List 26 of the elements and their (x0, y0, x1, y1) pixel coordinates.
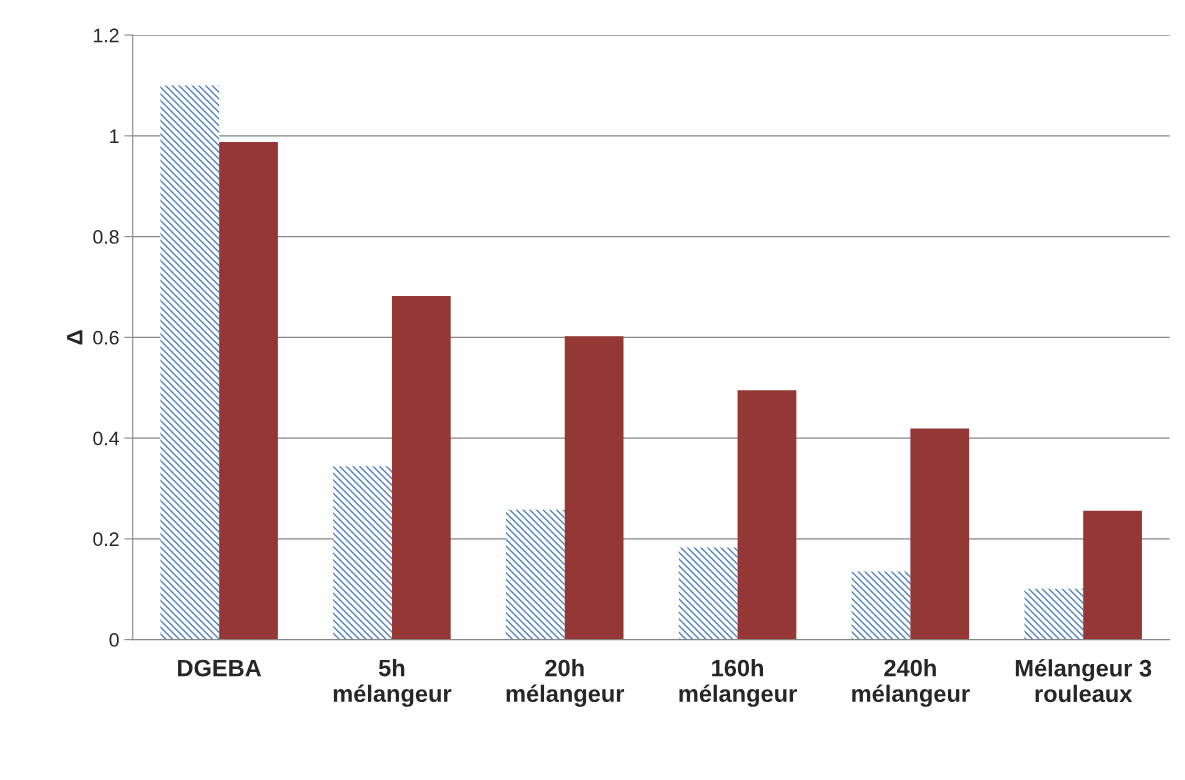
bar (851, 571, 911, 640)
x-tick-label: Mélangeur 3 rouleaux (1015, 659, 1152, 703)
bar (1024, 588, 1084, 640)
y-tick-label: 0.8 (93, 230, 119, 244)
bar (564, 336, 624, 640)
x-tick-label: 160h mélangeur (679, 659, 797, 707)
x-tick-label: 5h mélangeur (333, 659, 452, 707)
bar (333, 466, 392, 640)
bar (160, 85, 220, 640)
x-tick-label: 240h mélangeur (852, 659, 970, 707)
bar (505, 509, 565, 640)
bar (1083, 510, 1142, 640)
y-tick-label: 0.6 (93, 330, 119, 345)
bar (737, 390, 797, 640)
y-tick-label: 1 (110, 129, 119, 143)
y-tick-label: 0 (109, 633, 119, 647)
bar (678, 547, 738, 640)
y-axis-title: Δ (67, 330, 83, 345)
y-tick-label: 0.4 (93, 431, 119, 446)
bar (391, 296, 451, 640)
bar (910, 428, 970, 640)
y-tick-label: 0.2 (93, 532, 119, 547)
bar (219, 141, 278, 640)
x-tick-label: DGEBA (178, 659, 262, 677)
y-tick-label: 1.2 (93, 28, 119, 43)
x-tick-label: 20h mélangeur (506, 659, 625, 707)
